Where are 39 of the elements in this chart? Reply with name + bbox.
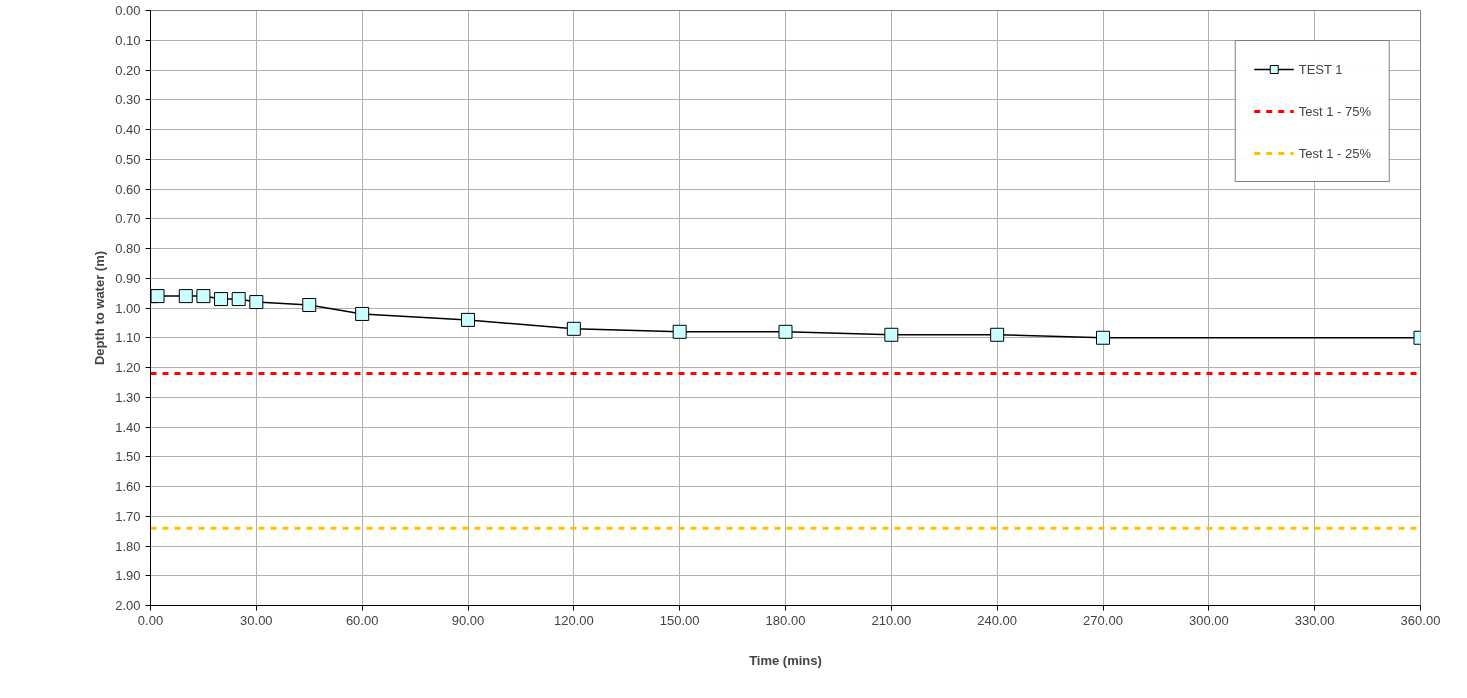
legend-label: Test 1 - 75%	[1298, 103, 1371, 119]
x-axis-title: Time (mins)	[749, 652, 822, 668]
x-tick-label: 210.00	[871, 612, 912, 628]
y-tick-label: 2.00	[115, 598, 141, 613]
x-tick-label: 120.00	[553, 612, 594, 628]
y-tick-label: 0.70	[115, 211, 141, 227]
x-tick-label: 90.00	[451, 612, 485, 628]
y-tick-label: 1.00	[115, 300, 141, 316]
y-tick-label: 1.60	[115, 479, 141, 494]
x-tick-label: 330.00	[1294, 612, 1335, 628]
y-tick-label: 1.50	[115, 449, 141, 465]
x-tick-label: 150.00	[659, 612, 700, 628]
x-tick-label: 360.00	[1400, 612, 1441, 628]
y-tick-label: 1.30	[115, 389, 141, 405]
x-tick-label: 30.00	[240, 612, 273, 628]
x-tick-label: 60.00	[345, 612, 379, 628]
y-tick-label: 0.80	[115, 241, 141, 256]
y-tick-label: 1.40	[115, 419, 141, 435]
y-tick-label: 0.30	[115, 92, 141, 108]
y-tick-label: 1.20	[115, 360, 141, 375]
x-tick-label: 270.00	[1083, 612, 1123, 628]
y-tick-label: 1.90	[115, 568, 141, 584]
x-tick-label: 240.00	[977, 612, 1018, 628]
x-tick-label: 300.00	[1188, 612, 1229, 628]
y-axis-title: Depth to water (m)	[92, 250, 108, 366]
y-tick-label: 0.20	[115, 62, 141, 78]
y-tick-label: 0.50	[115, 151, 141, 167]
y-tick-label: 0.40	[115, 122, 141, 137]
y-tick-label: 1.80	[115, 538, 141, 554]
y-tick-label: 0.00	[115, 3, 141, 18]
y-tick-label: 1.10	[115, 330, 141, 346]
y-tick-label: 1.70	[115, 508, 141, 524]
x-tick-label: 180.00	[765, 612, 806, 628]
legend-label: Test 1 - 25%	[1298, 145, 1371, 161]
y-tick-label: 0.10	[115, 32, 141, 48]
x-tick-label: 0.00	[137, 612, 164, 628]
y-tick-label: 0.90	[115, 270, 141, 286]
legend-label: TEST 1	[1298, 61, 1343, 77]
y-tick-label: 0.60	[115, 181, 141, 197]
